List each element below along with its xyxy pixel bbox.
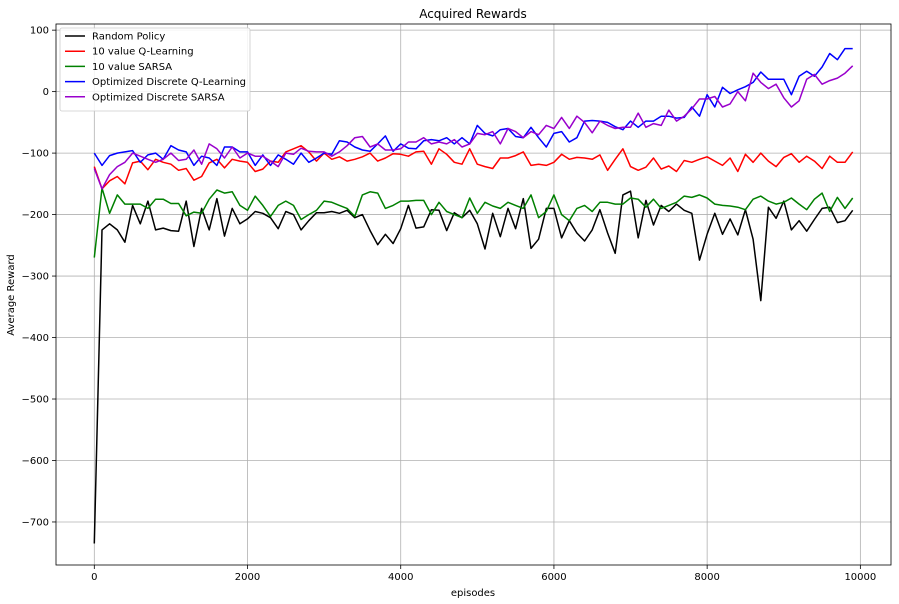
legend-label: Optimized Discrete SARSA: [92, 92, 225, 103]
y-tick-label: −700: [22, 517, 49, 528]
series-line-3: [93, 187, 854, 258]
x-tick-label: 10000: [844, 572, 876, 583]
y-tick-label: −600: [22, 456, 49, 467]
series-layer: [93, 47, 854, 544]
plot-frame: [55, 23, 892, 566]
legend: Random Policy 10 value Q-Learning 10 value…: [59, 27, 251, 112]
y-tick-label: −500: [22, 395, 49, 406]
legend-box: [59, 27, 251, 112]
gridlines: [56, 24, 891, 565]
y-tick-label: 100: [30, 26, 49, 37]
y-tick-label: −400: [22, 333, 49, 344]
x-tick-label: 8000: [694, 572, 719, 583]
x-tick-label: 0: [91, 572, 97, 583]
x-axis-ticks: 0 2000 4000 6000 8000 10000: [91, 565, 876, 583]
legend-label: 10 value Q-Learning: [92, 47, 194, 58]
series-line-4: [93, 47, 853, 167]
series-line-2: [93, 144, 854, 190]
y-axis-ticks: 100 0 −100 −200 −300 −400 −500 −600 −700: [22, 26, 56, 528]
y-tick-label: −200: [22, 210, 49, 221]
x-axis-title: episodes: [451, 588, 495, 599]
legend-label: Optimized Discrete Q-Learning: [92, 77, 246, 88]
x-tick-label: 2000: [235, 572, 260, 583]
legend-label: 10 value SARSA: [92, 62, 172, 73]
y-tick-label: 0: [43, 87, 49, 98]
legend-label: Random Policy: [92, 32, 165, 43]
chart-title: Acquired Rewards: [419, 7, 527, 21]
series-line-1: [93, 190, 854, 544]
x-tick-label: 6000: [541, 572, 566, 583]
y-tick-label: −300: [22, 272, 49, 283]
series-line-5: [93, 65, 854, 190]
x-tick-label: 4000: [388, 572, 413, 583]
y-axis-title: Average Reward: [6, 254, 17, 335]
y-tick-label: −100: [22, 149, 49, 160]
